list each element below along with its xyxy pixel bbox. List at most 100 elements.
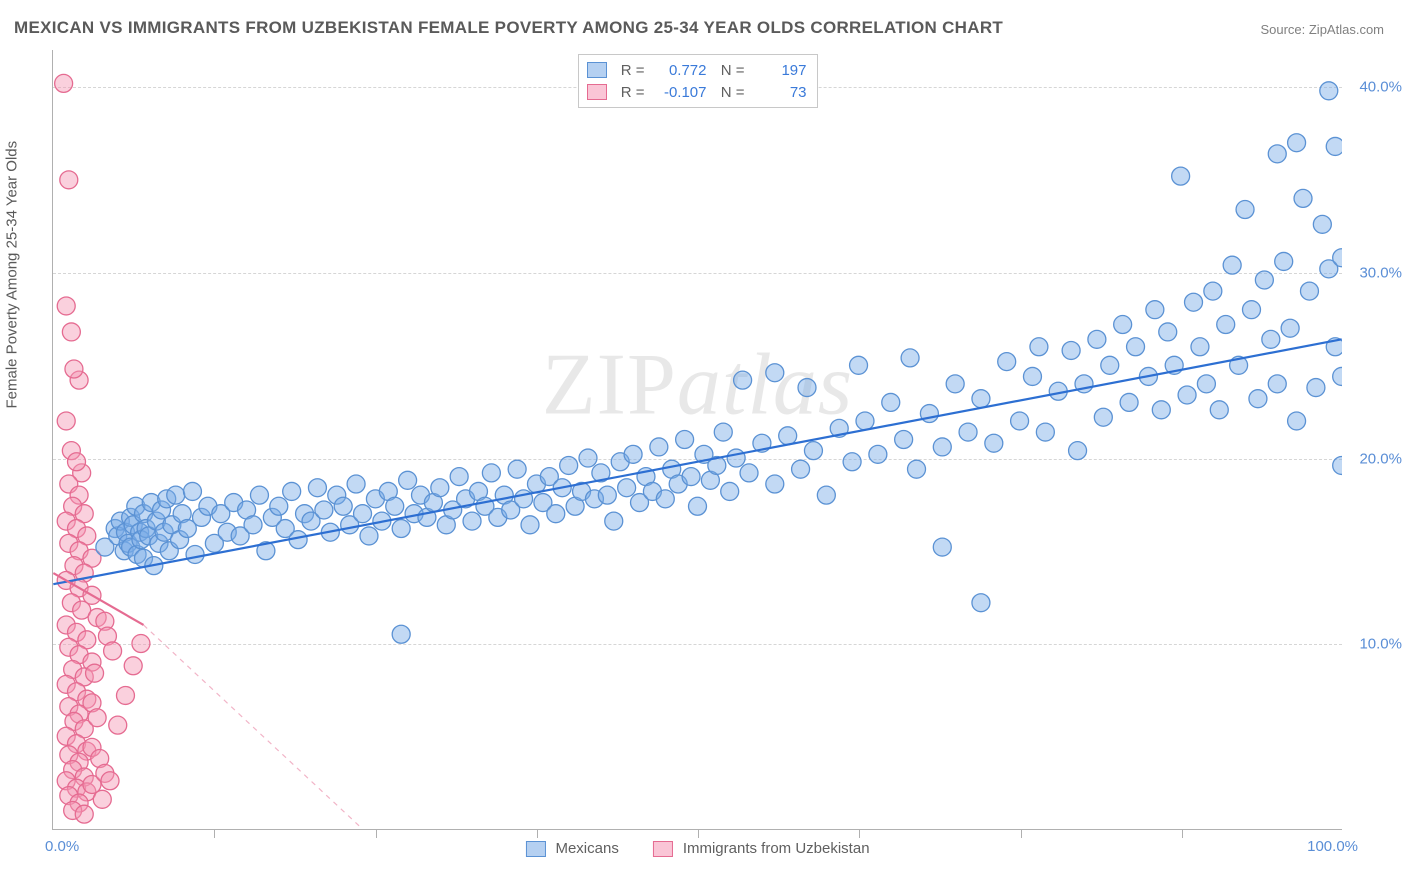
data-point bbox=[585, 490, 603, 508]
data-point bbox=[135, 549, 153, 567]
data-point bbox=[140, 527, 158, 545]
legend-n-value-1: 73 bbox=[751, 84, 807, 101]
data-point bbox=[65, 712, 83, 730]
data-point bbox=[1159, 323, 1177, 341]
data-point bbox=[212, 505, 230, 523]
data-point bbox=[882, 393, 900, 411]
data-point bbox=[901, 349, 919, 367]
data-point bbox=[137, 520, 155, 538]
data-point bbox=[908, 460, 926, 478]
data-point bbox=[83, 586, 101, 604]
data-point bbox=[1036, 423, 1054, 441]
data-point bbox=[360, 527, 378, 545]
data-point bbox=[88, 609, 106, 627]
data-point bbox=[386, 497, 404, 515]
data-point bbox=[405, 505, 423, 523]
data-point bbox=[779, 427, 797, 445]
data-point bbox=[1288, 134, 1306, 152]
data-point bbox=[83, 694, 101, 712]
data-point bbox=[489, 508, 507, 526]
data-point bbox=[1223, 256, 1241, 274]
data-point bbox=[547, 505, 565, 523]
data-point bbox=[238, 501, 256, 519]
data-point bbox=[734, 371, 752, 389]
data-point bbox=[122, 508, 140, 526]
data-point bbox=[88, 709, 106, 727]
data-point bbox=[598, 486, 616, 504]
data-point bbox=[124, 516, 142, 534]
x-tick bbox=[537, 829, 538, 838]
data-point bbox=[869, 445, 887, 463]
data-point bbox=[566, 497, 584, 515]
data-point bbox=[147, 512, 165, 530]
data-point bbox=[753, 434, 771, 452]
data-point bbox=[1288, 412, 1306, 430]
data-point bbox=[289, 531, 307, 549]
legend-bottom-label-1: Immigrants from Uzbekistan bbox=[683, 840, 870, 857]
data-point bbox=[1204, 282, 1222, 300]
data-point bbox=[60, 534, 78, 552]
data-point bbox=[55, 74, 73, 92]
legend-bottom-swatch-0 bbox=[525, 841, 545, 857]
data-point bbox=[315, 501, 333, 519]
data-point bbox=[70, 646, 88, 664]
legend-row-series-0: R = 0.772 N = 197 bbox=[587, 59, 807, 81]
chart-title: MEXICAN VS IMMIGRANTS FROM UZBEKISTAN FE… bbox=[14, 18, 1003, 38]
data-point bbox=[115, 542, 133, 560]
data-point bbox=[1152, 401, 1170, 419]
data-point bbox=[68, 735, 86, 753]
data-point bbox=[1217, 316, 1235, 334]
data-point bbox=[96, 538, 114, 556]
data-point bbox=[650, 438, 668, 456]
data-point bbox=[998, 353, 1016, 371]
data-point bbox=[57, 297, 75, 315]
data-point bbox=[128, 546, 146, 564]
data-point bbox=[75, 720, 93, 738]
data-point bbox=[75, 668, 93, 686]
data-point bbox=[1262, 330, 1280, 348]
data-point bbox=[83, 775, 101, 793]
data-point bbox=[412, 486, 430, 504]
data-point bbox=[379, 482, 397, 500]
data-point bbox=[643, 482, 661, 500]
data-point bbox=[424, 494, 442, 512]
data-point bbox=[78, 783, 96, 801]
data-point bbox=[1333, 249, 1342, 267]
data-point bbox=[766, 475, 784, 493]
data-point bbox=[1313, 215, 1331, 233]
data-point bbox=[60, 746, 78, 764]
data-point bbox=[1191, 338, 1209, 356]
data-point bbox=[70, 579, 88, 597]
data-point bbox=[1230, 356, 1248, 374]
data-point bbox=[637, 468, 655, 486]
data-point bbox=[1197, 375, 1215, 393]
data-point bbox=[1300, 282, 1318, 300]
data-point bbox=[70, 794, 88, 812]
data-point bbox=[605, 512, 623, 530]
gridline-h bbox=[53, 459, 1342, 460]
gridline-h bbox=[53, 644, 1342, 645]
legend-n-label: N = bbox=[713, 62, 745, 79]
data-point bbox=[163, 516, 181, 534]
data-point bbox=[1320, 260, 1338, 278]
data-point bbox=[618, 479, 636, 497]
y-tick-label: 10.0% bbox=[1359, 636, 1402, 653]
data-point bbox=[111, 512, 129, 530]
data-point bbox=[972, 594, 990, 612]
data-point bbox=[270, 497, 288, 515]
data-point bbox=[1172, 167, 1190, 185]
data-point bbox=[131, 523, 149, 541]
data-point bbox=[167, 486, 185, 504]
data-point bbox=[73, 464, 91, 482]
data-point bbox=[1146, 301, 1164, 319]
data-point bbox=[1333, 367, 1342, 385]
data-point bbox=[469, 482, 487, 500]
data-point bbox=[68, 683, 86, 701]
data-point bbox=[328, 486, 346, 504]
data-point bbox=[78, 631, 96, 649]
data-point bbox=[78, 742, 96, 760]
data-point bbox=[160, 542, 178, 560]
data-point bbox=[856, 412, 874, 430]
legend-swatch-0 bbox=[587, 62, 607, 78]
data-point bbox=[1094, 408, 1112, 426]
